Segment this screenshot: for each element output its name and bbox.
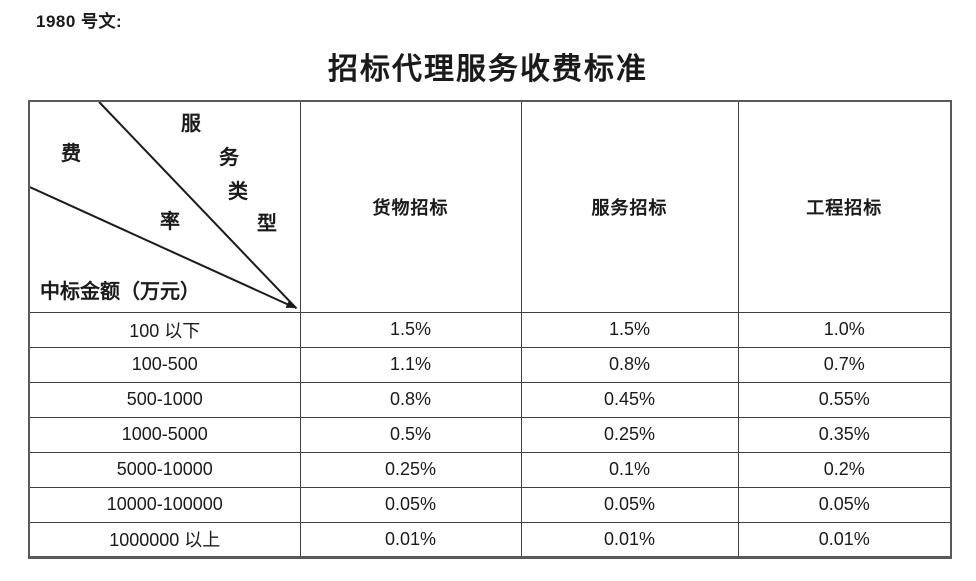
fee-cell: 0.25% — [299, 451, 522, 488]
fee-cell: 0.8% — [520, 346, 739, 383]
corner-label-service-char: 服 — [181, 113, 201, 135]
corner-label-type-char2: 型 — [257, 213, 277, 235]
fee-cell: 0.01% — [299, 521, 522, 558]
column-header-engineering: 工程招标 — [737, 100, 952, 313]
fee-cell: 0.1% — [520, 451, 739, 488]
diagonal-corner-cell: 费 率 服 务 类 型 中标金额（万元） — [28, 100, 301, 313]
corner-label-type-char: 类 — [228, 181, 248, 203]
table-row: 100-500 1.1% 0.8% 0.7% — [28, 346, 952, 383]
fee-cell: 0.05% — [520, 486, 739, 523]
corner-label-bid-amount: 中标金额（万元） — [40, 280, 200, 303]
fee-cell: 1.0% — [737, 311, 952, 348]
diagonal-lines — [30, 102, 298, 310]
fee-cell: 0.8% — [299, 381, 522, 418]
table-header-row: 费 率 服 务 类 型 中标金额（万元） 货物招标 服务招标 工程招标 — [28, 100, 952, 313]
fee-cell: 0.45% — [520, 381, 739, 418]
table-row: 100 以下 1.5% 1.5% 1.0% — [28, 311, 952, 348]
row-label: 100 以下 — [28, 311, 301, 348]
fee-cell: 0.25% — [520, 416, 739, 453]
table-row: 1000000 以上 0.01% 0.01% 0.01% — [28, 521, 952, 558]
fee-cell: 0.55% — [737, 381, 952, 418]
page-title: 招标代理服务收费标准 — [328, 53, 648, 86]
row-label: 5000-10000 — [28, 451, 301, 488]
fee-cell: 0.05% — [737, 486, 952, 523]
fee-cell: 0.05% — [299, 486, 522, 523]
fee-cell: 1.5% — [299, 311, 522, 348]
fee-cell: 0.01% — [737, 521, 952, 558]
row-label: 1000-5000 — [28, 416, 301, 453]
fee-cell: 1.5% — [520, 311, 739, 348]
fee-cell: 0.7% — [737, 346, 952, 383]
fee-cell: 0.01% — [520, 521, 739, 558]
fee-standard-table: 费 率 服 务 类 型 中标金额（万元） 货物招标 服务招标 工程招标 100 … — [28, 100, 952, 559]
table-row: 1000-5000 0.5% 0.25% 0.35% — [28, 416, 952, 453]
row-label: 100-500 — [28, 346, 301, 383]
row-label: 1000000 以上 — [28, 521, 301, 558]
fee-cell: 0.35% — [737, 416, 952, 453]
row-label: 10000-100000 — [28, 486, 301, 523]
corner-label-rate-char: 率 — [160, 211, 180, 233]
table-row: 500-1000 0.8% 0.45% 0.55% — [28, 381, 952, 418]
corner-label-service-char2: 务 — [219, 147, 239, 169]
fee-cell: 1.1% — [299, 346, 522, 383]
column-header-goods: 货物招标 — [299, 100, 522, 313]
corner-label-fee-char: 费 — [61, 143, 81, 165]
doc-reference: 1980 号文: — [36, 12, 123, 31]
column-header-service: 服务招标 — [520, 100, 739, 313]
table-row: 5000-10000 0.25% 0.1% 0.2% — [28, 451, 952, 488]
fee-cell: 0.5% — [299, 416, 522, 453]
fee-cell: 0.2% — [737, 451, 952, 488]
row-label: 500-1000 — [28, 381, 301, 418]
table-row: 10000-100000 0.05% 0.05% 0.05% — [28, 486, 952, 523]
